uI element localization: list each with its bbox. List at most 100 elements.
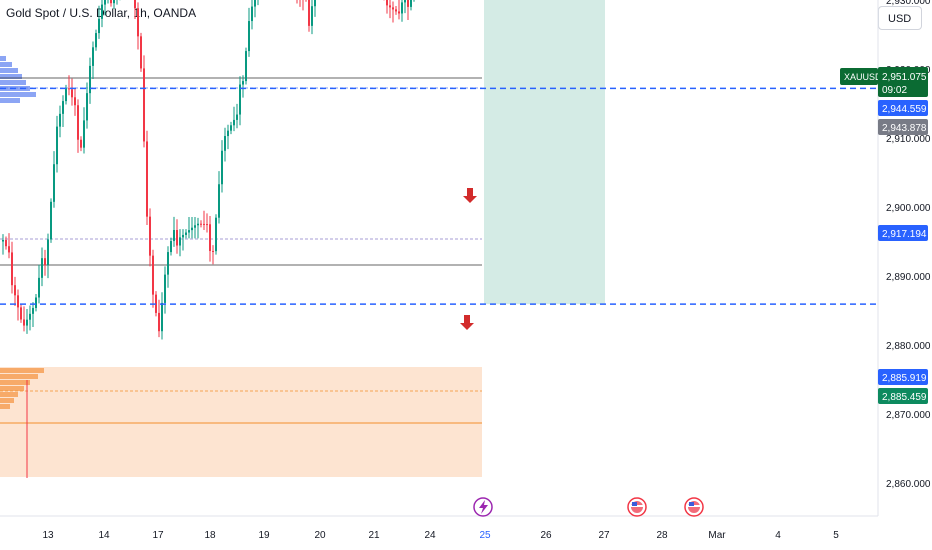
candle-body xyxy=(221,150,223,185)
candle-body xyxy=(314,0,316,7)
candle-body xyxy=(149,216,151,256)
volume-profile-bar xyxy=(0,56,6,61)
time-tick-label: 20 xyxy=(314,530,326,541)
candle-body xyxy=(20,307,22,320)
candle-body xyxy=(47,239,49,266)
volume-profile-bar xyxy=(0,392,18,397)
candle-body xyxy=(182,234,184,238)
time-tick-label: 24 xyxy=(424,530,436,541)
price-level-pill xyxy=(878,119,928,135)
price-level-pill-text: 2,885.459 xyxy=(882,392,927,403)
candle-body xyxy=(74,97,76,106)
candle-body xyxy=(206,224,208,226)
candle-body xyxy=(176,230,178,246)
candle-body xyxy=(251,6,253,22)
time-tick-label: 26 xyxy=(540,530,552,541)
candle-body xyxy=(50,201,52,240)
candle-body xyxy=(89,65,91,94)
price-level-pill xyxy=(878,100,928,116)
candle-body xyxy=(167,252,169,275)
candle-body xyxy=(56,126,58,165)
time-tick-label: 27 xyxy=(598,530,610,541)
price-tick-label: 2,930.000 xyxy=(886,0,931,7)
candle-body xyxy=(401,2,403,14)
candle-body xyxy=(146,141,148,217)
candle-body xyxy=(152,255,154,295)
candle-body xyxy=(161,302,163,332)
candle-body xyxy=(86,93,88,121)
volume-profile-bar xyxy=(0,80,26,85)
take-profit-area xyxy=(484,0,605,305)
down-arrow-icon-head xyxy=(463,196,477,203)
current-price-value: 2,951.075 xyxy=(882,72,927,83)
time-tick-label: 25 xyxy=(479,530,491,541)
candle-body xyxy=(35,297,37,308)
candle-body xyxy=(254,0,256,7)
candle-body xyxy=(77,105,79,140)
volume-profile-bar xyxy=(0,380,30,385)
current-price-pill xyxy=(878,67,928,97)
candle-body xyxy=(386,0,388,6)
candle-body xyxy=(32,307,34,314)
candle-body xyxy=(8,246,10,253)
candle-body xyxy=(95,33,97,48)
time-tick-label: 13 xyxy=(42,530,54,541)
candle-body xyxy=(29,313,31,320)
price-tick-label: 2,910.000 xyxy=(886,134,931,145)
symbol-pill-text: XAUUSD xyxy=(844,72,882,82)
volume-profile-bar xyxy=(0,404,10,409)
candle-body xyxy=(398,11,400,14)
volume-profile-bar xyxy=(0,98,20,103)
candle-body xyxy=(227,130,229,137)
candle-body xyxy=(248,21,250,52)
candle-body xyxy=(53,164,55,202)
currency-button[interactable]: USD xyxy=(878,6,922,30)
time-tick-label: 5 xyxy=(833,530,839,541)
candle-body xyxy=(2,240,4,242)
down-arrow-icon-shaft xyxy=(467,188,473,196)
candle-body xyxy=(83,120,85,148)
candle-body xyxy=(98,18,100,34)
price-level-pill-text: 2,885.919 xyxy=(882,373,927,384)
candle-body xyxy=(197,223,199,226)
volume-profile-bar xyxy=(0,368,44,373)
candle-body xyxy=(173,230,175,242)
candle-body xyxy=(188,230,190,233)
candle-body xyxy=(215,217,217,252)
volume-profile-bar xyxy=(0,68,18,73)
price-level-pill-text: 2,917.194 xyxy=(882,229,927,240)
time-tick-label: 17 xyxy=(152,530,164,541)
candle-body xyxy=(407,0,409,7)
candle-body xyxy=(158,312,160,332)
time-tick-label: 14 xyxy=(98,530,110,541)
volume-profile-bar xyxy=(0,92,36,97)
candle-body xyxy=(92,47,94,66)
time-tick-label: 19 xyxy=(258,530,270,541)
candle-body xyxy=(404,0,406,3)
candle-body xyxy=(14,285,16,296)
candle-body xyxy=(143,68,145,142)
price-level-pill xyxy=(878,225,928,241)
time-tick-label: Mar xyxy=(708,530,726,541)
price-level-pill xyxy=(878,369,928,385)
candle-body xyxy=(110,0,112,4)
candle-body xyxy=(239,84,241,115)
candle-body xyxy=(71,89,73,98)
candle-body xyxy=(308,0,310,26)
candle-body xyxy=(104,0,106,5)
candle-body xyxy=(41,258,43,278)
candle-body xyxy=(236,114,238,120)
candle-body xyxy=(200,223,202,225)
candle-body xyxy=(242,81,244,85)
candle-body xyxy=(203,223,205,225)
demand-zone xyxy=(0,367,482,477)
candle-body xyxy=(44,258,46,266)
price-tick-label: 2,860.000 xyxy=(886,479,931,490)
candle-body xyxy=(233,119,235,126)
price-level-pill-text: 2,944.559 xyxy=(882,104,927,115)
candle-body xyxy=(224,136,226,151)
price-tick-label: 2,900.000 xyxy=(886,203,931,214)
symbol-pill xyxy=(840,68,878,85)
countdown-text: 09:02 xyxy=(882,85,907,96)
